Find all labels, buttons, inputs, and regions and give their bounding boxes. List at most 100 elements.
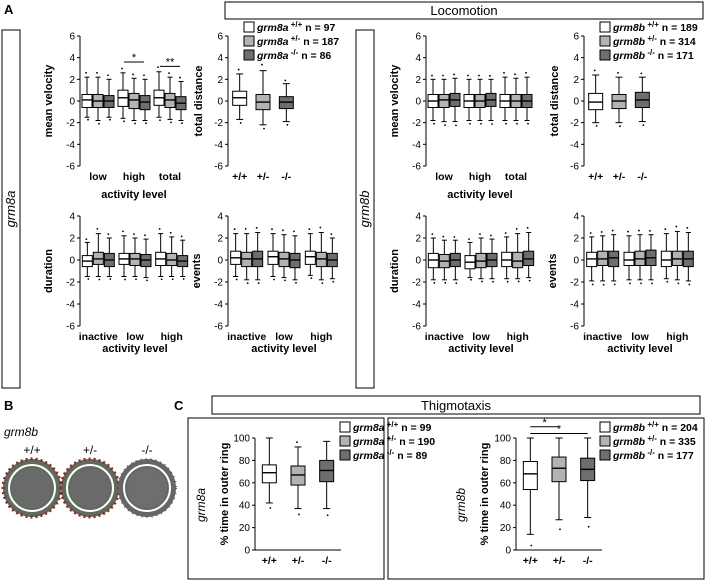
outlier-point <box>123 120 125 123</box>
x-tick-label: high <box>469 171 491 183</box>
outlier-point <box>293 230 295 233</box>
y-tick-label: 0 <box>69 97 75 108</box>
outlier-point <box>85 238 88 241</box>
outlier-point <box>595 125 598 127</box>
legend-entry: grm8b +/- n = 314 <box>612 34 696 48</box>
outlier-point <box>157 66 159 69</box>
outlier-point <box>627 230 629 233</box>
outlier-point <box>133 233 135 236</box>
outlier-point <box>593 69 596 72</box>
outlier-point <box>666 280 669 283</box>
outlier-point <box>640 282 642 285</box>
y-tick-label: 2 <box>69 75 75 86</box>
outlier-point <box>244 228 247 230</box>
outlier-point <box>433 122 435 125</box>
outlier-point <box>326 514 329 517</box>
x-tick-label: -/- <box>322 555 332 567</box>
y-tick-label: -2 <box>412 278 421 289</box>
outlier-point <box>284 79 287 82</box>
y-tick-label: 6 <box>573 32 579 43</box>
y-tick-label: 80 <box>500 456 512 467</box>
y-tick-label: -6 <box>214 322 223 333</box>
x-tick-label: +/+ <box>262 555 277 567</box>
y-tick-label: -2 <box>66 278 75 289</box>
legend-entry: grm8a -/- n = 86 <box>256 48 331 62</box>
y-tick-label: -6 <box>570 322 579 333</box>
outlier-point <box>235 278 238 281</box>
y-tick-label: 4 <box>415 212 421 223</box>
thig-grm8a-side-label: grm8a <box>194 488 208 522</box>
y-tick-label: -2 <box>66 118 75 129</box>
x-tick-label: high <box>161 331 183 343</box>
outlier-point <box>442 235 445 238</box>
legend-swatch-wt <box>243 21 255 33</box>
box-hom <box>608 250 620 268</box>
outlier-point <box>257 282 260 284</box>
x-tick-label: low <box>275 331 293 343</box>
chart-grm8b-mean-velocity: -6 -4 -2 0 2 4 6 mean velocity low high total activ… <box>389 32 533 201</box>
outlier-point <box>271 228 273 231</box>
outlier-point <box>269 507 272 509</box>
x-tick-label: low <box>126 331 144 343</box>
panel-b-label-hom: -/- <box>141 443 152 457</box>
outlier-point <box>629 282 631 285</box>
arena-image-wt <box>1 457 63 519</box>
y-axis-label: events <box>547 254 559 289</box>
y-tick-label: 60 <box>500 478 512 489</box>
legend-entry: grm8a +/+ n = 97 <box>256 20 335 34</box>
y-tick-label: 100 <box>494 434 511 445</box>
y-axis-label: mean velocity <box>389 64 401 138</box>
y-tick-label: 4 <box>573 53 579 64</box>
y-tick-label: 0 <box>217 256 223 267</box>
outlier-point <box>455 124 457 127</box>
legend-swatch-het <box>599 435 611 447</box>
box-het <box>551 456 567 483</box>
legend-entry: grm8a -/- n = 89 <box>352 448 427 462</box>
y-tick-label: -6 <box>66 162 75 173</box>
outlier-point <box>527 122 529 125</box>
significance-star: * <box>132 52 137 64</box>
y-tick-label: -2 <box>214 118 223 129</box>
outlier-point <box>109 118 111 121</box>
outlier-point <box>124 278 126 281</box>
y-tick-label: 4 <box>69 53 75 64</box>
x-tick-label: inactive <box>79 331 118 343</box>
outlier-point <box>308 228 311 231</box>
x-tick-label: +/- <box>292 555 305 567</box>
x-axis-label: activity level <box>101 189 166 201</box>
y-tick-label: 4 <box>217 53 223 64</box>
y-tick-label: 6 <box>69 32 75 43</box>
box-het <box>438 94 450 108</box>
outlier-point <box>559 528 561 531</box>
chart-grm8a-duration: -6 -4 -2 0 2 4 duration inactive low highactivity… <box>43 212 189 355</box>
legend-swatch-het <box>243 35 255 47</box>
y-tick-label: 80 <box>239 456 251 467</box>
outlier-point <box>182 278 185 280</box>
y-axis-label: mean velocity <box>43 64 55 138</box>
outlier-point <box>96 228 99 230</box>
outlier-point <box>453 73 455 76</box>
y-tick-label: 100 <box>233 434 250 445</box>
outlier-point <box>261 63 263 66</box>
outlier-point <box>85 71 87 74</box>
outlier-point <box>677 282 680 285</box>
outlier-point <box>480 122 482 125</box>
y-tick-label: -4 <box>214 300 223 311</box>
outlier-point <box>468 238 470 241</box>
outlier-point <box>638 229 640 232</box>
outlier-point <box>295 281 297 284</box>
outlier-point <box>617 71 619 74</box>
outlier-point <box>688 283 691 286</box>
x-tick-label: low <box>435 171 453 183</box>
y-tick-label: -4 <box>214 140 223 151</box>
outlier-point <box>159 119 161 122</box>
legend-entry: grm8b +/- n = 335 <box>612 434 696 448</box>
y-tick-label: 0 <box>69 256 75 267</box>
thigmotaxis-title: Thigmotaxis <box>421 398 492 413</box>
y-tick-label: -2 <box>570 118 579 129</box>
box-wt <box>81 94 93 108</box>
y-tick-label: -4 <box>570 140 579 151</box>
box-het <box>128 92 140 110</box>
